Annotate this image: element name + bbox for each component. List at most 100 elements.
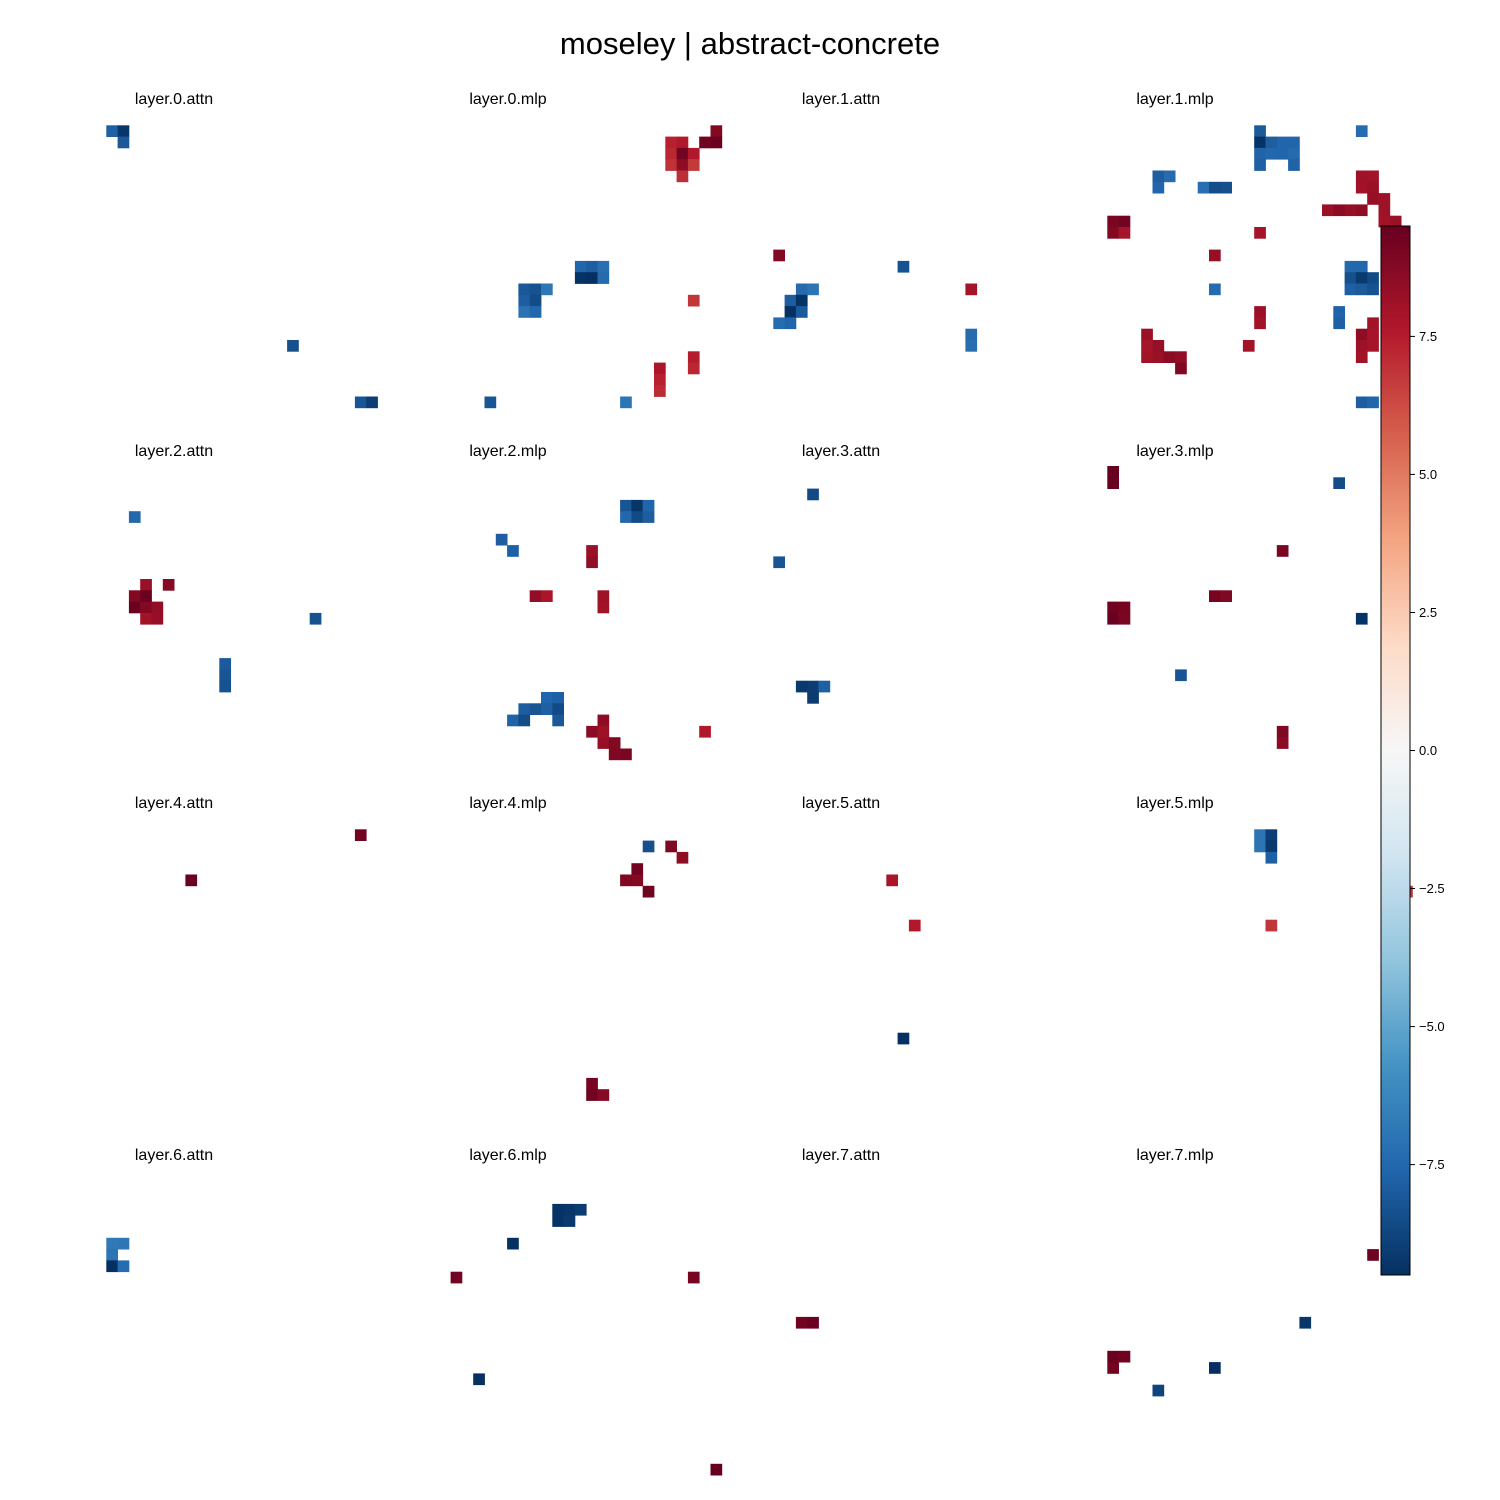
panel-layer-7-attn: layer.7.attn bbox=[795, 1147, 880, 1329]
panel-layer-2-attn: layer.2.attn bbox=[128, 443, 322, 693]
heatmap-cell bbox=[1378, 193, 1391, 205]
heatmap-cell bbox=[654, 362, 666, 375]
panel-title: layer.6.mlp bbox=[469, 1147, 546, 1164]
heatmap-cell bbox=[676, 136, 689, 149]
heatmap-cell bbox=[1367, 317, 1379, 330]
heatmap-cell bbox=[1107, 1350, 1119, 1363]
heatmap-cell bbox=[1107, 1362, 1119, 1374]
heatmap-cell bbox=[1276, 725, 1289, 738]
heatmap-cell bbox=[1344, 260, 1357, 273]
heatmap-cell bbox=[608, 737, 621, 749]
heatmap-cell bbox=[1333, 306, 1345, 318]
heatmap-cell bbox=[642, 840, 655, 853]
panel-layer-1-mlp: layer.1.mlp bbox=[1107, 91, 1402, 409]
heatmap-cell bbox=[665, 136, 677, 149]
heatmap-cell bbox=[1107, 477, 1119, 489]
heatmap-cell bbox=[710, 1463, 723, 1476]
heatmap-cell bbox=[1118, 601, 1131, 614]
heatmap-cell bbox=[1276, 737, 1289, 749]
heatmap-cell bbox=[1265, 851, 1278, 864]
heatmap-cell bbox=[117, 1260, 130, 1273]
heatmap-cell bbox=[1107, 612, 1119, 625]
heatmap-cell bbox=[552, 692, 564, 704]
heatmap-cell bbox=[631, 874, 644, 887]
colorbar-tick-label: 7.5 bbox=[1419, 329, 1437, 344]
heatmap-cell bbox=[1209, 181, 1221, 194]
heatmap-cell bbox=[1367, 283, 1379, 296]
heatmap-cell bbox=[1254, 147, 1266, 160]
heatmap-cell bbox=[507, 714, 519, 727]
heatmap-cell bbox=[106, 1249, 118, 1261]
heatmap-cell bbox=[773, 556, 785, 569]
panel-layer-4-mlp: layer.4.mlp bbox=[469, 795, 689, 1101]
heatmap-cell bbox=[642, 499, 655, 512]
heatmap-cell bbox=[676, 147, 689, 160]
heatmap-cell bbox=[1355, 260, 1368, 273]
heatmap-cell bbox=[597, 590, 610, 602]
heatmap-cell bbox=[1254, 227, 1266, 239]
heatmap-cell bbox=[687, 294, 700, 307]
heatmap-cell bbox=[965, 340, 978, 352]
heatmap-cell bbox=[586, 725, 598, 738]
colorbar-tick-label: 2.5 bbox=[1419, 605, 1437, 620]
heatmap-cell bbox=[784, 294, 797, 307]
heatmap-cell bbox=[484, 396, 497, 409]
heatmap-cell bbox=[1220, 590, 1232, 602]
heatmap-cell bbox=[1322, 204, 1334, 217]
heatmap-cell bbox=[795, 1316, 808, 1329]
heatmap-cell bbox=[1175, 351, 1187, 363]
heatmap-cell bbox=[140, 612, 152, 625]
heatmap-cell bbox=[699, 725, 711, 738]
heatmap-cell bbox=[1355, 125, 1368, 137]
heatmap-cell bbox=[1242, 340, 1255, 352]
heatmap-cell bbox=[597, 272, 610, 284]
heatmap-cell bbox=[518, 306, 531, 318]
heatmap-cell bbox=[1118, 1350, 1131, 1363]
heatmap-cell bbox=[597, 260, 610, 273]
heatmap-cell bbox=[642, 511, 655, 523]
heatmap-cell bbox=[1254, 840, 1266, 853]
heatmap-cell bbox=[620, 874, 632, 887]
heatmap-cell bbox=[1209, 1362, 1221, 1374]
heatmap-cell bbox=[541, 703, 553, 715]
heatmap-cell bbox=[795, 294, 808, 307]
heatmap-cell bbox=[1344, 204, 1357, 217]
heatmap-cell bbox=[1333, 204, 1345, 217]
heatmap-cell bbox=[1367, 181, 1379, 194]
panel-layer-7-mlp: layer.7.mlp bbox=[1107, 1147, 1379, 1397]
heatmap-cell bbox=[151, 612, 164, 625]
heatmap-cell bbox=[106, 125, 118, 137]
panels-grid: layer.0.attn layer.0.mlp layer.1.attn layer… bbox=[106, 91, 1413, 1476]
heatmap-cell bbox=[529, 294, 542, 307]
heatmap-cell bbox=[529, 703, 542, 715]
heatmap-cell bbox=[1367, 340, 1379, 352]
heatmap-cell bbox=[784, 317, 797, 330]
heatmap-cell bbox=[1367, 272, 1379, 284]
panel-layer-0-mlp: layer.0.mlp bbox=[469, 91, 723, 409]
heatmap-cell bbox=[552, 714, 564, 727]
heatmap-cell bbox=[1288, 136, 1300, 149]
heatmap-cell bbox=[1355, 272, 1368, 284]
heatmap-cell bbox=[665, 159, 677, 171]
panel-layer-2-mlp: layer.2.mlp bbox=[469, 443, 711, 761]
heatmap-cell bbox=[687, 1271, 700, 1284]
heatmap-cell bbox=[117, 125, 130, 137]
heatmap-cell bbox=[287, 340, 299, 352]
heatmap-cell bbox=[185, 874, 198, 887]
heatmap-cell bbox=[784, 306, 797, 318]
heatmap-cell bbox=[807, 1316, 819, 1329]
colorbar: −7.5 −5.0 −2.5 0.0 2.5 5.0 7.5 bbox=[1380, 225, 1445, 1276]
heatmap-cell bbox=[140, 601, 152, 614]
heatmap-cell bbox=[507, 1237, 519, 1250]
heatmap-cell bbox=[1299, 1316, 1312, 1329]
heatmap-cell bbox=[1118, 215, 1131, 228]
heatmap-cell bbox=[807, 488, 819, 501]
heatmap-cell bbox=[597, 725, 610, 738]
heatmap-cell bbox=[1209, 283, 1221, 296]
heatmap-cell bbox=[1141, 340, 1153, 352]
heatmap-cell bbox=[1367, 328, 1379, 341]
heatmap-cell bbox=[518, 703, 531, 715]
heatmap-cell bbox=[1254, 125, 1266, 137]
panel-title: layer.0.mlp bbox=[469, 91, 546, 108]
